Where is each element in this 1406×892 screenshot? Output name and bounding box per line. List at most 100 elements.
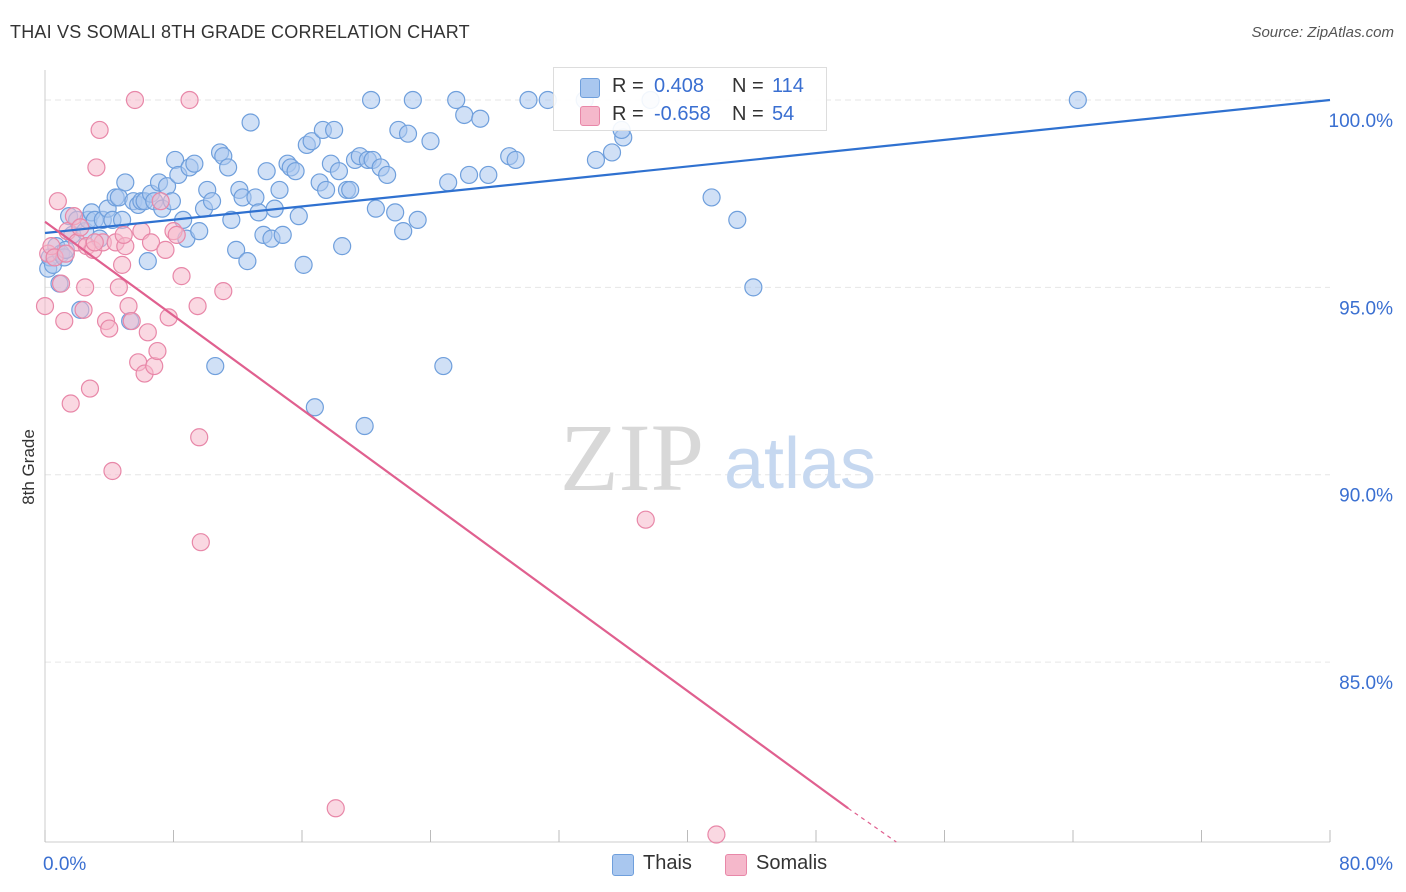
- thais-point: [361, 90, 381, 110]
- thais-point: [325, 120, 344, 140]
- legend-n-value: 114: [772, 75, 804, 97]
- somalis-point: [151, 192, 170, 211]
- y-tick-label: 85.0%: [1339, 673, 1393, 694]
- somalis-point: [100, 319, 119, 338]
- thais-point: [302, 132, 321, 151]
- thais-point: [222, 210, 241, 230]
- thais-point: [185, 154, 204, 173]
- thais-point: [439, 173, 458, 192]
- x-tick-labels: 0.0% 80.0%: [43, 854, 1393, 875]
- thais-point: [355, 416, 374, 436]
- legend-r-value: -0.658: [654, 103, 711, 125]
- thais-point: [202, 192, 222, 211]
- thais-point: [602, 143, 622, 162]
- watermark-atlas: atlas: [724, 424, 876, 504]
- thais-point: [434, 356, 453, 376]
- somalis-point: [191, 533, 210, 552]
- legend-r-label: R =: [612, 103, 644, 125]
- legend-swatch-thais: [580, 78, 600, 98]
- series-swatch-thais: [612, 854, 634, 876]
- source-label: Source: ZipAtlas.com: [1251, 24, 1394, 41]
- y-tick-label: 90.0%: [1339, 486, 1393, 507]
- axes: [44, 70, 1331, 843]
- chart-title: THAI VS SOMALI 8TH GRADE CORRELATION CHA…: [10, 22, 470, 42]
- thais-point: [394, 222, 413, 241]
- thais-point: [206, 356, 225, 376]
- somalis-point: [48, 192, 67, 211]
- somalis-point: [61, 394, 80, 413]
- thais-point: [366, 199, 385, 218]
- thais-point: [398, 124, 418, 143]
- thais-point: [586, 150, 606, 170]
- somalis-point: [103, 461, 122, 481]
- legend-row-thais: R = 0.408 N = 114: [554, 73, 826, 101]
- y-tick-labels: 100.0% 95.0% 90.0% 85.0%: [1329, 111, 1394, 694]
- thais-point: [329, 162, 349, 181]
- somalis-point: [156, 240, 175, 259]
- somalis-point: [56, 244, 75, 263]
- series-label-thais: Thais: [643, 852, 692, 874]
- thais-point: [455, 105, 474, 125]
- somalis-trend-extension: [847, 807, 897, 843]
- somalis-point: [145, 356, 164, 376]
- x-tick-label-min: 0.0%: [43, 854, 86, 875]
- somalis-point: [71, 218, 90, 237]
- thais-point: [316, 180, 336, 200]
- thais-point: [479, 165, 498, 185]
- y-tick-label: 95.0%: [1339, 298, 1393, 319]
- somalis-point: [74, 300, 93, 319]
- thais-point: [341, 180, 360, 200]
- somalis-point: [125, 90, 145, 110]
- legend-row-somalis: R = -0.658 N = 54: [554, 101, 826, 129]
- thais-point: [289, 207, 308, 226]
- watermark-zip: ZIP: [560, 404, 704, 511]
- thais-point: [116, 173, 135, 192]
- somalis-point: [707, 825, 726, 844]
- thais-point: [408, 210, 427, 230]
- thais-point: [378, 165, 397, 185]
- thais-point: [219, 158, 238, 177]
- series-swatch-somalis: [725, 854, 747, 876]
- thais-point: [728, 210, 747, 230]
- thais-point: [386, 203, 405, 222]
- somalis-point: [119, 296, 138, 316]
- somalis-point: [87, 158, 106, 177]
- legend-r-label: R =: [612, 75, 644, 97]
- somalis-point: [636, 510, 655, 529]
- thais-point: [227, 240, 246, 259]
- legend-r-value: 0.408: [654, 75, 705, 97]
- thais-point: [246, 188, 265, 207]
- legend-n-value: 54: [772, 103, 795, 125]
- thais-point: [744, 278, 763, 297]
- somalis-point: [51, 274, 71, 293]
- thais-point: [270, 180, 289, 200]
- somalis-point: [141, 233, 161, 252]
- legend-n-label: N =: [732, 75, 764, 97]
- somalis-trend-line: [44, 220, 849, 810]
- somalis-point: [76, 278, 95, 297]
- somalis-point: [109, 278, 128, 297]
- x-tick-label-max: 80.0%: [1339, 854, 1393, 875]
- somalis-point: [122, 311, 141, 331]
- somalis-point: [138, 323, 157, 342]
- thais-point: [702, 188, 721, 207]
- somalis-point: [148, 341, 167, 361]
- thais-point: [519, 90, 538, 110]
- somalis-point: [188, 296, 207, 316]
- thais-point: [403, 90, 422, 110]
- somalis-point: [172, 267, 191, 286]
- somalis-point: [326, 799, 345, 818]
- thais-point: [447, 90, 466, 110]
- thais-point: [305, 398, 324, 417]
- somalis-point: [190, 428, 209, 447]
- somalis-point: [112, 255, 132, 274]
- y-axis-label: 8th Grade: [19, 429, 38, 505]
- somalis-point: [80, 379, 100, 398]
- somalis-point: [167, 225, 186, 244]
- y-tick-label: 100.0%: [1329, 111, 1394, 132]
- somalis-point: [35, 296, 55, 316]
- thais-point: [459, 165, 479, 185]
- thais-point: [257, 162, 276, 181]
- somalis-point: [90, 120, 109, 140]
